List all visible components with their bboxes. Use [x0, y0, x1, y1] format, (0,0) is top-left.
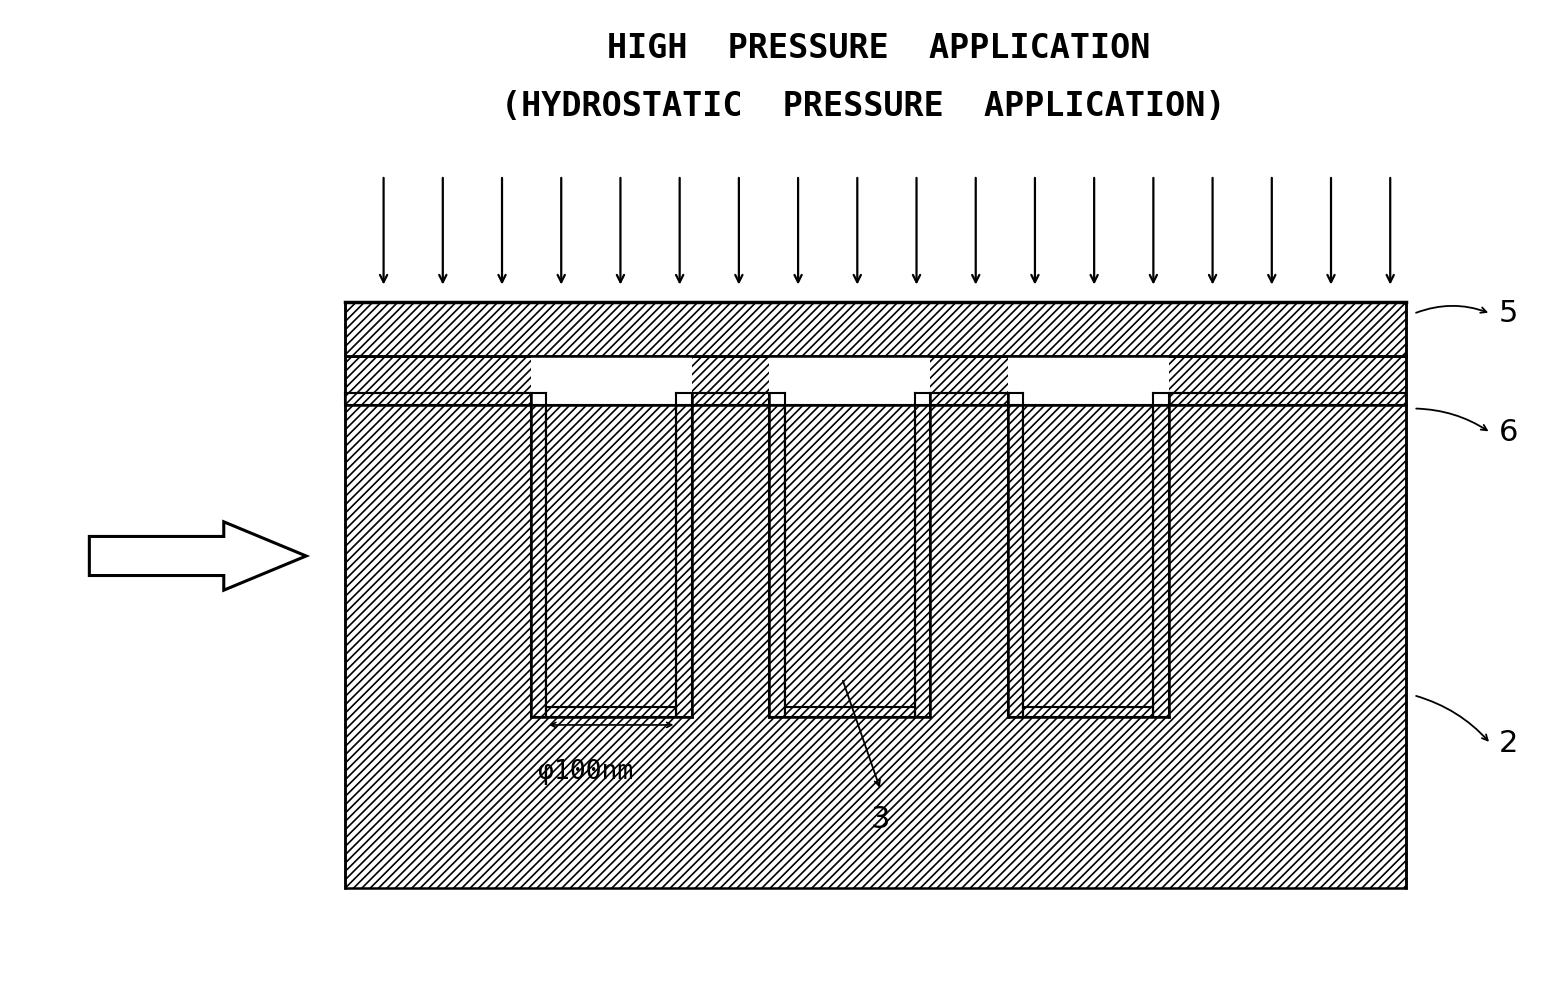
Polygon shape — [916, 405, 930, 717]
Text: 3: 3 — [870, 805, 891, 834]
Polygon shape — [89, 522, 307, 590]
Polygon shape — [547, 707, 676, 717]
Polygon shape — [547, 405, 676, 707]
Text: (HYDROSTATIC  PRESSURE  APPLICATION): (HYDROSTATIC PRESSURE APPLICATION) — [501, 91, 1225, 123]
Polygon shape — [769, 356, 930, 717]
Polygon shape — [930, 393, 1007, 405]
Polygon shape — [1023, 707, 1154, 717]
Polygon shape — [1023, 405, 1154, 707]
Polygon shape — [769, 405, 785, 717]
Polygon shape — [531, 405, 547, 717]
Text: φ100nm: φ100nm — [539, 759, 634, 785]
Polygon shape — [531, 356, 691, 717]
Polygon shape — [1154, 405, 1169, 717]
Polygon shape — [344, 356, 1406, 888]
Polygon shape — [691, 393, 769, 405]
Text: 2: 2 — [1499, 730, 1518, 758]
Text: 5: 5 — [1499, 299, 1518, 328]
Polygon shape — [676, 405, 691, 717]
Polygon shape — [785, 707, 916, 717]
Polygon shape — [1169, 393, 1406, 405]
Polygon shape — [344, 302, 1406, 356]
Polygon shape — [1007, 356, 1169, 717]
Polygon shape — [1007, 405, 1023, 717]
Text: 6: 6 — [1499, 419, 1518, 447]
Polygon shape — [785, 405, 916, 707]
Text: HIGH  PRESSURE  APPLICATION: HIGH PRESSURE APPLICATION — [607, 32, 1151, 65]
Polygon shape — [344, 393, 531, 405]
